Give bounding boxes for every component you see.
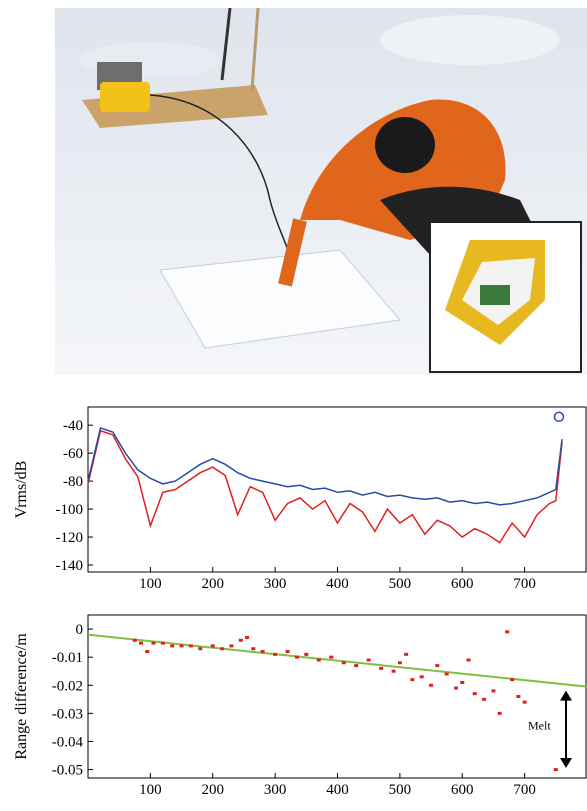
data-point: [491, 689, 495, 692]
data-point: [161, 642, 165, 645]
data-point: [245, 636, 249, 639]
y-tick-label: -80: [63, 474, 83, 490]
y-axis-label: Range difference/m: [13, 633, 30, 760]
data-point: [410, 678, 414, 681]
data-point: [392, 670, 396, 673]
arrow-head: [560, 758, 572, 768]
x-tick-label: 600: [451, 576, 474, 592]
data-point: [398, 661, 402, 664]
x-tick-label: 300: [264, 782, 287, 798]
data-point: [170, 644, 174, 647]
peak-marker: [554, 412, 563, 421]
y-tick-label: -100: [56, 502, 84, 518]
y-tick-label: -0.01: [52, 650, 83, 666]
data-point: [329, 656, 333, 659]
y-tick-label: 0: [76, 622, 84, 638]
y-tick-label: -0.02: [52, 678, 83, 694]
data-point: [139, 642, 143, 645]
data-point: [145, 650, 149, 653]
data-point: [220, 647, 224, 650]
annotation: Melt: [528, 718, 551, 732]
data-point: [189, 644, 193, 647]
data-point: [367, 658, 371, 661]
data-point: [554, 768, 558, 771]
x-tick-label: 400: [326, 782, 349, 798]
data-point: [435, 664, 439, 667]
data-line: [88, 428, 562, 505]
data-point: [429, 684, 433, 687]
x-tick-label: 500: [389, 782, 412, 798]
data-point: [379, 667, 383, 670]
data-point: [133, 639, 137, 642]
data-point: [317, 658, 321, 661]
axes-box: [88, 407, 586, 572]
data-point: [211, 644, 215, 647]
x-tick-label: 100: [139, 782, 162, 798]
y-tick-label: -40: [63, 418, 83, 434]
x-tick-label: 400: [326, 576, 349, 592]
page: 100 200 300 400 500 600 700 -140 -120 -100 -80 -60 -…: [0, 0, 587, 811]
data-point: [445, 673, 449, 676]
arrow-head: [560, 691, 572, 701]
x-tick-label: 600: [451, 782, 474, 798]
data-point: [505, 630, 509, 633]
x-tick-label: 500: [389, 576, 412, 592]
data-point: [354, 664, 358, 667]
y-tick-label: -0.03: [52, 706, 83, 722]
y-tick-label: -120: [56, 530, 84, 546]
data-point: [510, 678, 514, 681]
x-tick-label: 300: [264, 576, 287, 592]
x-tick-label: 200: [202, 782, 225, 798]
y-tick-label: -140: [56, 558, 84, 574]
data-point: [261, 650, 265, 653]
data-point: [229, 644, 233, 647]
data-point: [420, 675, 424, 678]
x-tick-label: 700: [513, 576, 536, 592]
x-tick-label: 100: [139, 576, 162, 592]
figure: 100 200 300 400 500 600 700 -140 -120 -100 -80 -60 -…: [0, 0, 587, 806]
data-point: [466, 658, 470, 661]
axes-box: [88, 615, 586, 778]
data-point: [295, 656, 299, 659]
data-point: [460, 681, 464, 684]
data-point: [523, 701, 527, 704]
photo: [55, 8, 587, 375]
data-point: [198, 647, 202, 650]
y-tick-label: -0.05: [52, 763, 83, 779]
data-point: [516, 695, 520, 698]
y-tick-label: -60: [63, 446, 83, 462]
data-point: [273, 653, 277, 656]
data-point: [239, 639, 243, 642]
data-point: [404, 653, 408, 656]
data-point: [473, 692, 477, 695]
data-point: [151, 642, 155, 645]
x-tick-label: 200: [202, 576, 225, 592]
data-point: [498, 712, 502, 715]
data-line: [88, 431, 562, 543]
x-tick-label: 700: [513, 782, 536, 798]
data-point: [286, 650, 290, 653]
data-point: [251, 647, 255, 650]
data-point: [454, 687, 458, 690]
data-point: [482, 698, 486, 701]
y-axis-label: Vrms/dB: [13, 461, 30, 519]
data-point: [180, 644, 184, 647]
data-point: [304, 653, 308, 656]
data-point: [342, 661, 346, 664]
y-tick-label: -0.04: [52, 734, 84, 750]
